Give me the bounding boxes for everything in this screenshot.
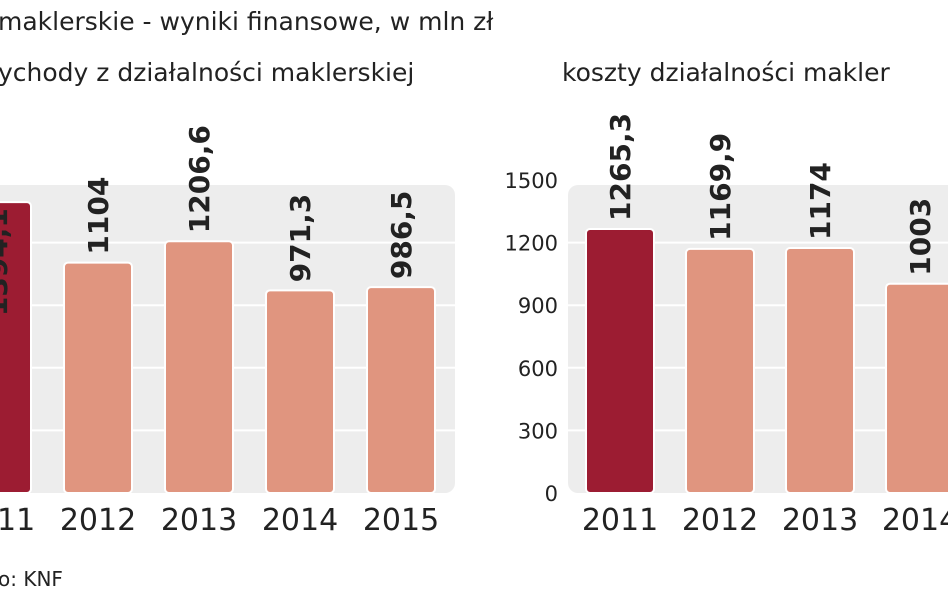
x-tick-label: 2011 bbox=[582, 503, 658, 538]
value-label: 1003 bbox=[904, 198, 937, 276]
value-label: 1206,6 bbox=[183, 125, 216, 233]
x-tick-label: 2014 bbox=[882, 503, 948, 538]
bar bbox=[0, 201, 32, 494]
value-label: 986,5 bbox=[385, 191, 418, 280]
value-label: 1394,1 bbox=[0, 208, 14, 316]
chart-title: ychody z działalności maklerskiej bbox=[0, 58, 414, 87]
bar bbox=[63, 261, 133, 494]
bar bbox=[164, 240, 234, 494]
y-tick-label: 900 bbox=[518, 294, 558, 318]
x-tick-label: 2014 bbox=[262, 503, 338, 538]
x-tick-label: 2011 bbox=[0, 503, 35, 538]
source: o: KNF bbox=[0, 567, 63, 591]
x-tick-label: 2012 bbox=[682, 503, 758, 538]
value-label: 971,3 bbox=[284, 194, 317, 283]
x-tick-label: 2012 bbox=[60, 503, 136, 538]
bar bbox=[585, 227, 655, 494]
y-tick-label: 0 bbox=[545, 482, 558, 506]
y-tick-label: 1200 bbox=[505, 232, 558, 256]
bar bbox=[785, 247, 855, 494]
value-label: 1104 bbox=[82, 177, 115, 255]
y-tick-label: 600 bbox=[518, 357, 558, 381]
x-tick-label: 2013 bbox=[782, 503, 858, 538]
value-label: 1265,3 bbox=[604, 113, 637, 221]
bar bbox=[265, 289, 335, 494]
page-title: maklerskie - wyniki finansowe, w mln zł bbox=[0, 7, 494, 36]
bar bbox=[885, 282, 948, 494]
bar bbox=[685, 247, 755, 494]
x-tick-label: 2013 bbox=[161, 503, 237, 538]
chart-title: koszty działalności makler bbox=[562, 58, 890, 87]
bar bbox=[366, 286, 436, 494]
x-tick-label: 2015 bbox=[363, 503, 439, 538]
y-tick-label: 1500 bbox=[505, 169, 558, 193]
y-tick-label: 300 bbox=[518, 419, 558, 443]
value-label: 1169,9 bbox=[704, 133, 737, 241]
value-label: 1174 bbox=[804, 162, 837, 240]
